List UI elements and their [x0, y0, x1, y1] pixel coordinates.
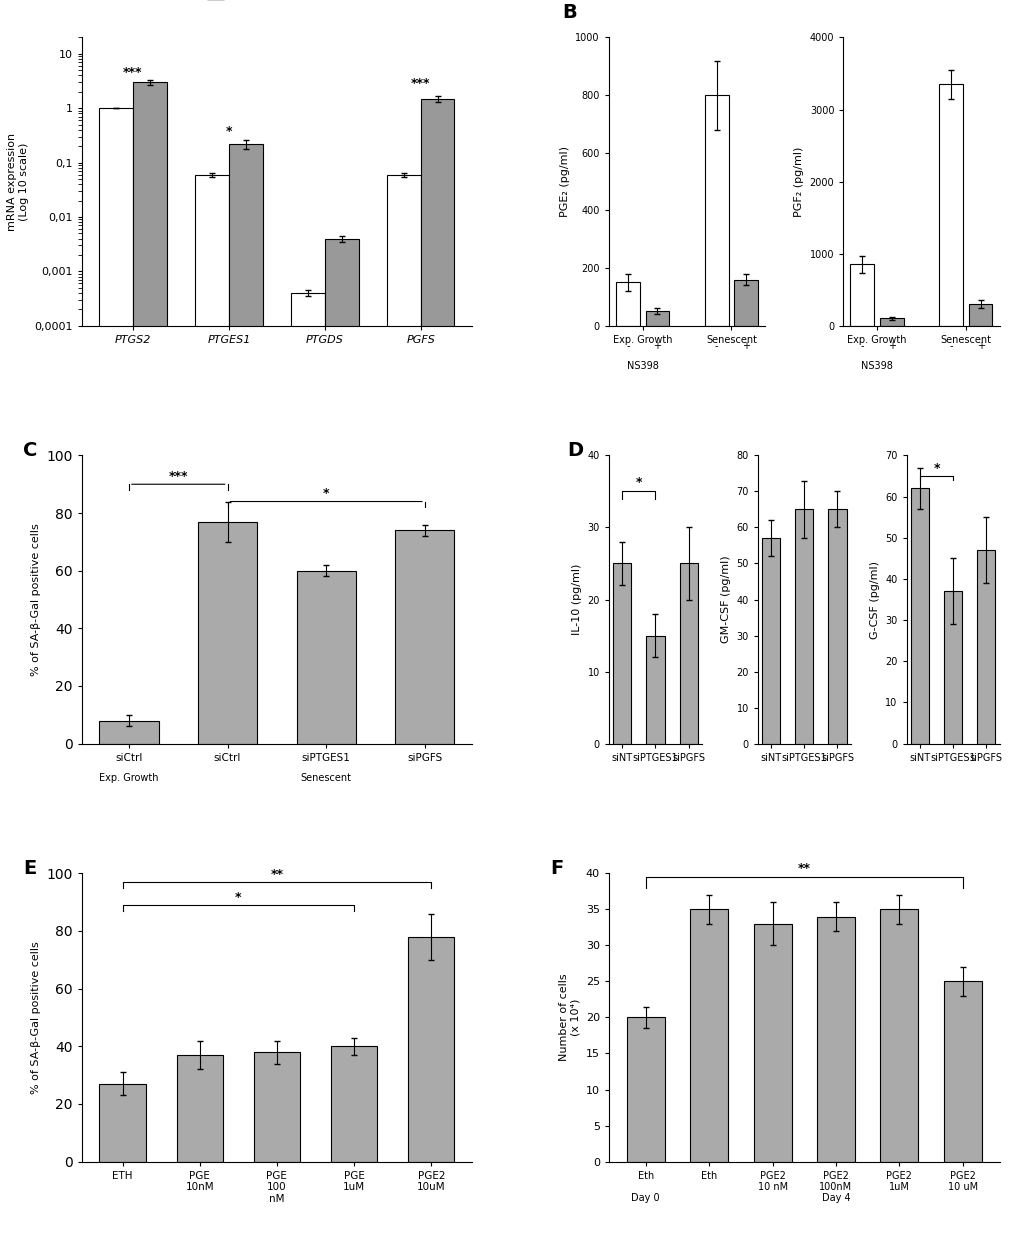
Text: -: - — [949, 341, 952, 351]
Y-axis label: % of SA-β-Gal positive cells: % of SA-β-Gal positive cells — [31, 523, 41, 676]
Bar — [99, 109, 132, 1249]
Text: *: * — [323, 487, 329, 500]
Bar — [879, 909, 917, 1162]
Bar — [99, 1084, 146, 1162]
Text: *: * — [225, 125, 232, 139]
Y-axis label: PGF₂ (pg/ml): PGF₂ (pg/ml) — [794, 146, 803, 217]
Text: *: * — [234, 891, 242, 903]
Y-axis label: GM-CSF (pg/ml): GM-CSF (pg/ml) — [720, 556, 730, 643]
Text: D: D — [567, 441, 583, 460]
Bar — [690, 909, 728, 1162]
Text: **: ** — [270, 868, 283, 881]
Bar — [387, 175, 421, 1249]
Bar — [176, 1055, 223, 1162]
Text: B: B — [561, 2, 577, 22]
Bar — [910, 488, 928, 743]
Text: *: * — [635, 476, 642, 490]
Bar — [325, 239, 358, 1249]
Text: Exp. Growth: Exp. Growth — [99, 773, 159, 783]
Text: NS398: NS398 — [626, 361, 658, 371]
Bar — [761, 538, 780, 743]
Bar — [408, 937, 454, 1162]
Text: F: F — [550, 859, 564, 878]
Bar — [645, 311, 668, 326]
Text: NS398: NS398 — [860, 361, 893, 371]
Text: -: - — [860, 341, 863, 351]
Bar — [850, 265, 873, 326]
Text: +: + — [887, 341, 895, 351]
Bar — [943, 982, 981, 1162]
Y-axis label: Number of cells
(x 10⁴): Number of cells (x 10⁴) — [558, 974, 580, 1062]
Bar — [228, 144, 262, 1249]
Text: **: ** — [797, 862, 810, 874]
Bar — [976, 550, 995, 743]
Bar — [626, 1018, 664, 1162]
Text: ***: *** — [123, 66, 143, 79]
Bar — [254, 1052, 300, 1162]
Bar — [679, 563, 697, 743]
Text: +: + — [976, 341, 983, 351]
Bar — [615, 282, 639, 326]
Text: Day 4: Day 4 — [821, 1193, 850, 1203]
Y-axis label: mRNA expression
(Log 10 scale): mRNA expression (Log 10 scale) — [7, 132, 29, 231]
Bar — [297, 571, 356, 743]
Text: Day 0: Day 0 — [631, 1193, 659, 1203]
Text: +: + — [742, 341, 750, 351]
Bar — [291, 294, 325, 1249]
Text: C: C — [23, 441, 38, 460]
Text: Senescent: Senescent — [301, 773, 352, 783]
Bar — [646, 636, 664, 743]
Legend: Exp. Growing NHEKs, Senescent NHEKs: Exp. Growing NHEKs, Senescent NHEKs — [203, 0, 351, 5]
Text: -: - — [714, 341, 717, 351]
Text: ***: *** — [411, 76, 430, 90]
Y-axis label: IL-10 (pg/ml): IL-10 (pg/ml) — [572, 563, 582, 636]
Text: ***: *** — [168, 470, 187, 483]
Text: E: E — [23, 859, 37, 878]
Text: *: * — [932, 462, 938, 475]
Bar — [132, 82, 166, 1249]
Bar — [734, 280, 757, 326]
Bar — [612, 563, 631, 743]
Bar — [196, 175, 228, 1249]
Bar — [827, 510, 846, 743]
Bar — [704, 95, 728, 326]
Bar — [968, 304, 991, 326]
Text: +: + — [653, 341, 661, 351]
Bar — [816, 917, 854, 1162]
Y-axis label: % of SA-β-Gal positive cells: % of SA-β-Gal positive cells — [31, 940, 41, 1094]
Text: -: - — [626, 341, 629, 351]
Bar — [753, 924, 791, 1162]
Bar — [395, 531, 454, 743]
Bar — [879, 318, 903, 326]
Bar — [198, 522, 257, 743]
Bar — [943, 591, 961, 743]
Y-axis label: PGE₂ (pg/ml): PGE₂ (pg/ml) — [559, 146, 570, 217]
Bar — [938, 85, 962, 326]
Bar — [99, 721, 158, 743]
Bar — [330, 1047, 377, 1162]
Y-axis label: G-CSF (pg/ml): G-CSF (pg/ml) — [869, 561, 878, 638]
Bar — [795, 510, 812, 743]
Bar — [421, 99, 454, 1249]
